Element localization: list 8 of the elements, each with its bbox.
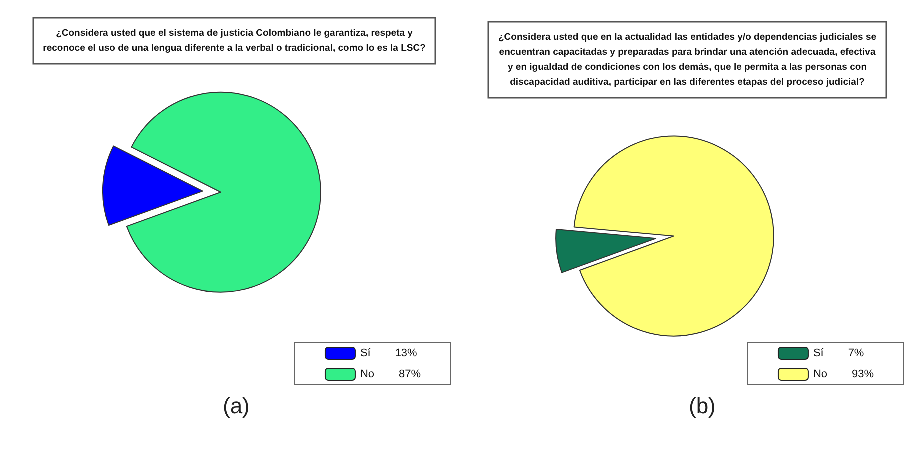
legend-label: No 93% [813, 368, 874, 380]
legend-label: Sí 13% [360, 348, 418, 360]
chart-title: ¿Considera usted que en la actualidad las entidades y/o dependencias judiciales se encuentran capacitadas y preparadas para brindar una atención adecuada, efectiva y en igualdad de condiciones con los demás, que le permita a las personas con discapacidad auditiva, participar en las diferentes etapas del proceso judicial? [498, 32, 877, 88]
legend-label: No 87% [360, 368, 422, 380]
chart-title: ¿Considera usted que el sistema de justicia Colombiano le garantiza, respeta y reconoce el uso de una lengua diferente a la verbal o tradicional, como lo es la LSC? [43, 28, 426, 54]
text: (b) [689, 394, 716, 418]
legend-label: Sí 7% [813, 348, 864, 360]
text: (a) [223, 394, 250, 418]
